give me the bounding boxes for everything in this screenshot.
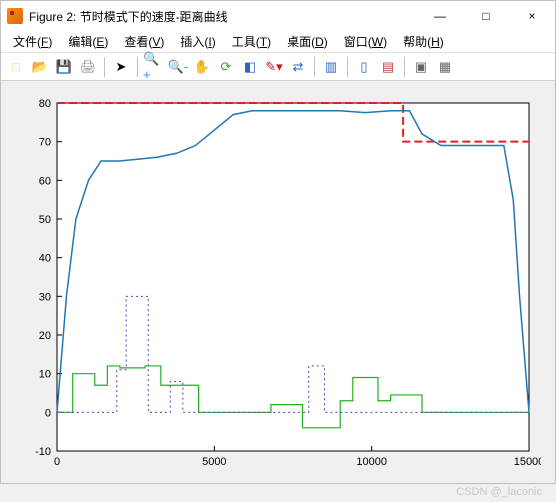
menu-w[interactable]: 窗口(W) [336, 31, 395, 52]
tile-icon[interactable]: ▦ [434, 56, 456, 78]
svg-text:0: 0 [45, 407, 51, 419]
separator [347, 57, 348, 77]
svg-text:0: 0 [54, 456, 60, 468]
docked-icon[interactable]: ▣ [410, 56, 432, 78]
figure-window: Figure 2: 节时模式下的速度-距离曲线 — □ × 文件(F)编辑(E)… [0, 0, 556, 484]
plot-area[interactable]: -1001020304050607080050001000015000 [1, 81, 555, 483]
rotate-icon[interactable]: ⟳ [215, 56, 237, 78]
menu-i[interactable]: 插入(I) [172, 31, 223, 52]
brush-icon[interactable]: ✎▾ [263, 56, 285, 78]
svg-text:40: 40 [39, 253, 51, 265]
menu-d[interactable]: 桌面(D) [279, 31, 336, 52]
maximize-button[interactable]: □ [463, 1, 509, 31]
print-icon[interactable]: 🖨 [77, 56, 99, 78]
menu-bar: 文件(F)编辑(E)查看(V)插入(I)工具(T)桌面(D)窗口(W)帮助(H) [1, 31, 555, 53]
svg-text:20: 20 [39, 330, 51, 342]
title-bar[interactable]: Figure 2: 节时模式下的速度-距离曲线 — □ × [1, 1, 555, 31]
window-controls: — □ × [417, 1, 555, 31]
svg-text:50: 50 [39, 214, 51, 226]
separator [104, 57, 105, 77]
svg-text:-10: -10 [35, 446, 51, 458]
save-icon[interactable]: 💾 [53, 56, 75, 78]
menu-e[interactable]: 编辑(E) [60, 31, 116, 52]
close-button[interactable]: × [509, 1, 555, 31]
minimize-button[interactable]: — [417, 1, 463, 31]
zoom-out-icon[interactable]: 🔍- [167, 56, 189, 78]
svg-text:70: 70 [39, 137, 51, 149]
svg-text:15000: 15000 [514, 456, 541, 468]
svg-text:30: 30 [39, 291, 51, 303]
new-icon[interactable]: □ [5, 56, 27, 78]
colorbar-icon[interactable]: ▥ [320, 56, 342, 78]
menu-v[interactable]: 查看(V) [116, 31, 172, 52]
axes[interactable]: -1001020304050607080050001000015000 [15, 93, 541, 475]
svg-text:60: 60 [39, 175, 51, 187]
open-icon[interactable]: 📂 [29, 56, 51, 78]
zoom-in-icon[interactable]: 🔍+ [143, 56, 165, 78]
separator [137, 57, 138, 77]
matlab-icon [7, 8, 23, 24]
separator [314, 57, 315, 77]
datatip-icon[interactable]: ◧ [239, 56, 261, 78]
menu-h[interactable]: 帮助(H) [395, 31, 452, 52]
menu-t[interactable]: 工具(T) [224, 31, 279, 52]
separator [404, 57, 405, 77]
svg-text:10000: 10000 [356, 456, 387, 468]
watermark: CSDN @_laconic [456, 486, 542, 498]
pan-icon[interactable]: ✋ [191, 56, 213, 78]
tool-bar: □📂💾🖨 ➤ 🔍+🔍-✋⟳◧✎▾⇄ ▥ ▯▤ ▣▦ [1, 53, 555, 81]
insert-box-icon[interactable]: ▯ [353, 56, 375, 78]
link-icon[interactable]: ⇄ [287, 56, 309, 78]
svg-text:5000: 5000 [202, 456, 226, 468]
legend-icon[interactable]: ▤ [377, 56, 399, 78]
pointer-icon[interactable]: ➤ [110, 56, 132, 78]
svg-text:10: 10 [39, 369, 51, 381]
menu-f[interactable]: 文件(F) [5, 31, 60, 52]
svg-text:80: 80 [39, 98, 51, 110]
window-title: Figure 2: 节时模式下的速度-距离曲线 [29, 8, 417, 25]
